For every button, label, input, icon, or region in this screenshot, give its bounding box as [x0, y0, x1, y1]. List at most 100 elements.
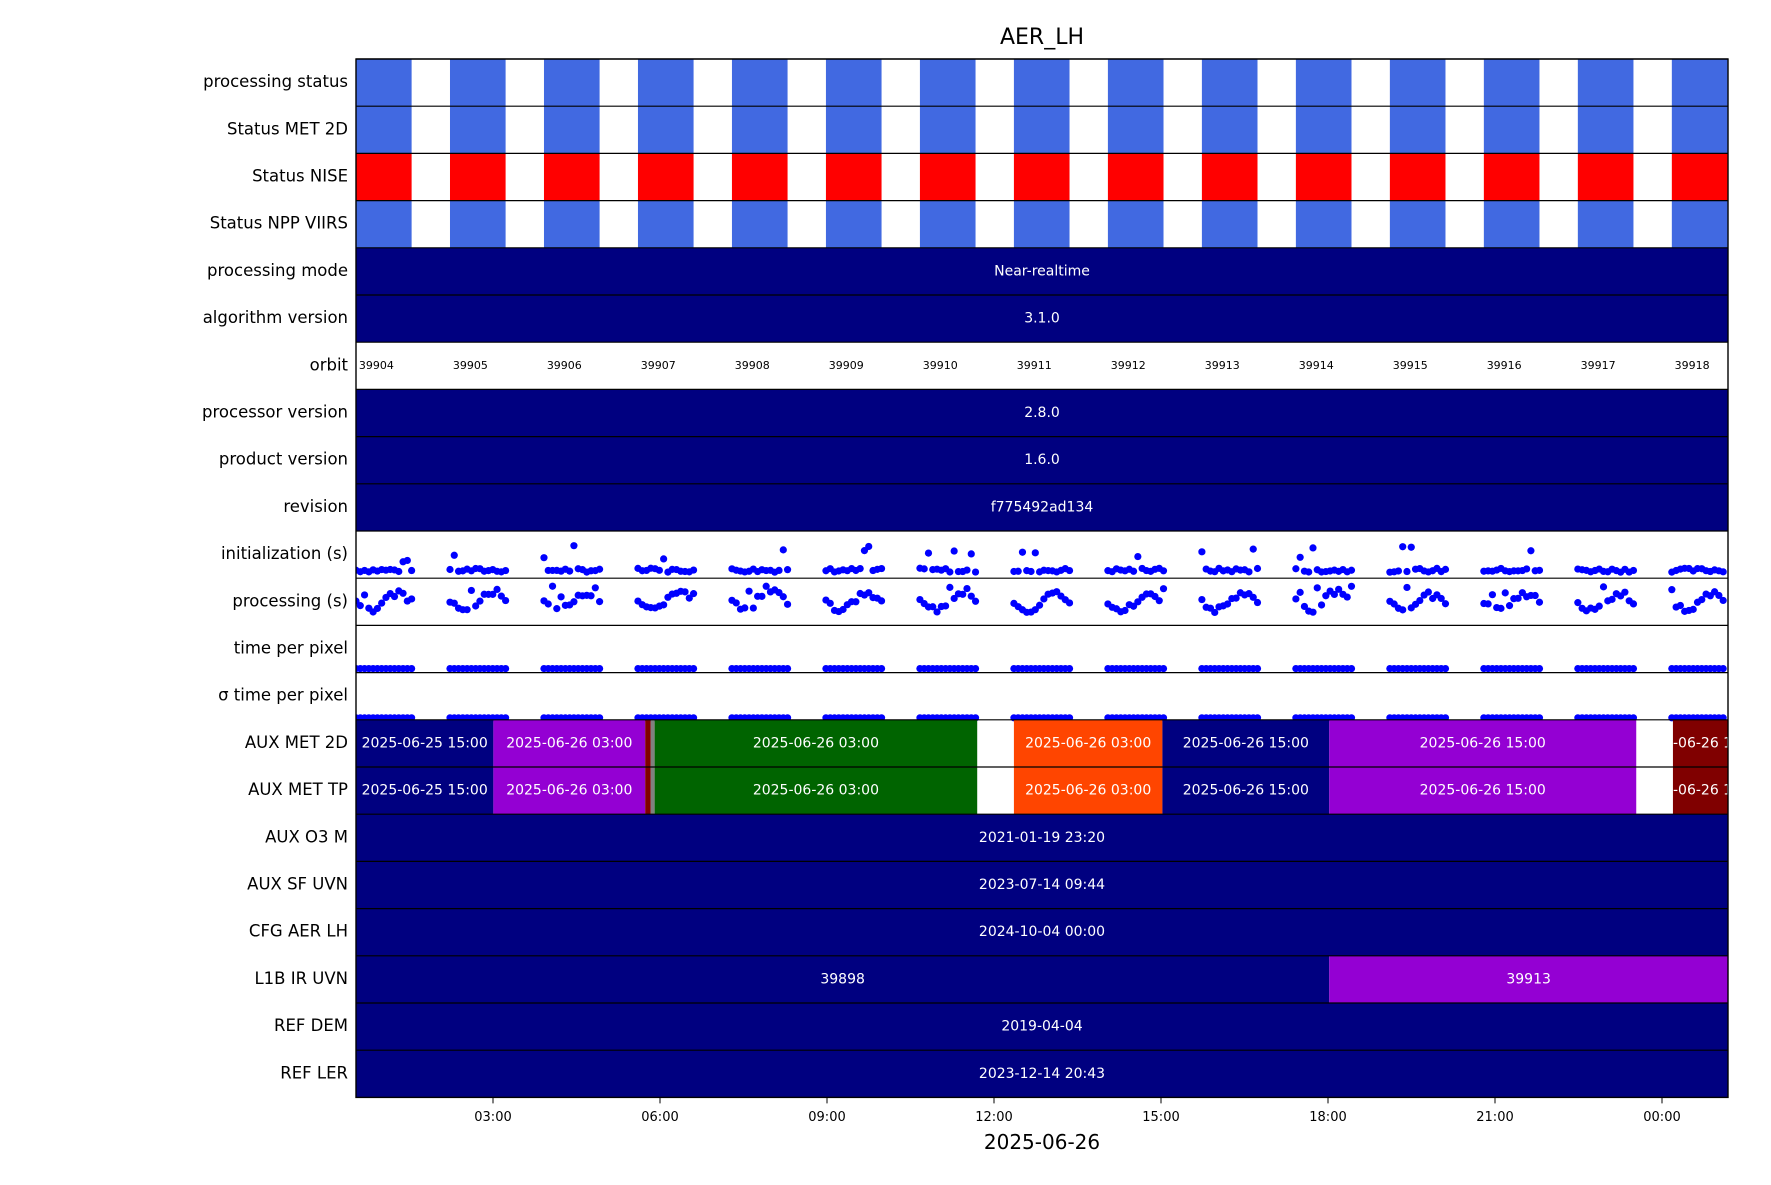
band-segment [650, 719, 655, 767]
data-point [1629, 600, 1638, 608]
data-point [1155, 597, 1163, 605]
band-label: 39913 [1506, 971, 1551, 987]
status-block [1577, 106, 1634, 154]
orbit-label: 39916 [1487, 359, 1522, 372]
status-block [825, 153, 882, 201]
band-label: Near-realtime [994, 263, 1090, 279]
data-point [1437, 594, 1445, 603]
data-point [779, 546, 787, 554]
data-point [685, 594, 693, 602]
data-point [1668, 586, 1676, 594]
data-point [1715, 591, 1723, 600]
x-tick-label: 12:00 [975, 1110, 1012, 1125]
data-point [1134, 598, 1142, 606]
data-point [1253, 665, 1262, 673]
data-point [946, 583, 954, 591]
band-label: 2025-06-25 15:00 [362, 783, 488, 799]
data-point [1249, 545, 1257, 553]
status-block [356, 59, 412, 107]
status-block [449, 59, 506, 107]
row-label: Status MET 2D [227, 119, 348, 138]
band-label: 2025-06-26 15:00 [1637, 783, 1763, 799]
data-point [1292, 565, 1300, 573]
status-block [356, 153, 412, 201]
orbit-label: 39911 [1017, 359, 1052, 372]
band-segment [1329, 767, 1637, 815]
data-point [1676, 601, 1684, 610]
band-label: 2023-12-14 20:43 [979, 1066, 1105, 1082]
status-block [1577, 200, 1634, 248]
data-point [1347, 566, 1356, 574]
data-point [950, 547, 958, 555]
row-label: processing mode [207, 261, 348, 280]
x-tick-label: 09:00 [808, 1110, 845, 1125]
status-block [1201, 200, 1258, 248]
status-block [637, 59, 694, 107]
status-block [449, 106, 506, 154]
data-point [1484, 600, 1492, 608]
data-point [1249, 593, 1257, 601]
status-block [919, 153, 976, 201]
data-point [963, 566, 971, 574]
data-point [591, 584, 599, 592]
band-segment [1162, 767, 1330, 815]
data-point [941, 602, 950, 610]
row-label: Status NISE [252, 167, 348, 186]
status-block [731, 200, 788, 248]
data-point [595, 665, 604, 673]
data-point [1629, 566, 1638, 575]
row-label: processing (s) [232, 591, 348, 610]
row-label: Status NPP VIIRS [210, 214, 348, 233]
data-point [390, 592, 399, 601]
orbit-label: 39909 [829, 359, 864, 372]
band-segment [650, 767, 655, 815]
band-label: 2025-06-26 15:00 [1420, 735, 1546, 751]
band-label: 3.1.0 [1024, 311, 1060, 327]
data-point [1527, 547, 1535, 555]
status-block [1389, 106, 1446, 154]
data-point [762, 582, 770, 590]
band-label: 2025-06-26 15:00 [1637, 735, 1763, 751]
data-point [865, 589, 873, 597]
data-point [1531, 591, 1539, 600]
status-block [1201, 153, 1258, 201]
row-label: AUX MET TP [248, 780, 348, 799]
data-point [1629, 665, 1638, 673]
row-label: orbit [310, 355, 349, 374]
data-point [924, 549, 933, 557]
data-point [1065, 566, 1074, 575]
data-point [1535, 566, 1544, 574]
data-point [489, 590, 497, 598]
band-segment [1672, 719, 1728, 767]
band-segment [1672, 767, 1728, 815]
data-point [408, 566, 416, 575]
band-segment [356, 814, 1728, 862]
band-label: 2021-01-19 23:20 [979, 830, 1105, 846]
data-point [1129, 567, 1138, 575]
row-label: REF LER [280, 1063, 348, 1082]
row-label: processor version [202, 403, 348, 422]
band-label: 2025-06-26 15:00 [1183, 783, 1309, 799]
data-point [959, 590, 967, 598]
data-point [373, 604, 381, 613]
status-block [1107, 59, 1164, 107]
data-point [1035, 601, 1044, 609]
orbit-label: 39904 [359, 359, 394, 372]
data-point [1441, 665, 1450, 673]
data-point [408, 665, 416, 673]
data-point [933, 608, 941, 616]
band-label: f775492ad134 [991, 499, 1094, 515]
status-block [1389, 153, 1446, 201]
data-point [548, 582, 557, 590]
data-point [741, 604, 749, 612]
data-point [655, 566, 663, 574]
x-tick-label: 03:00 [474, 1110, 511, 1125]
row-label: initialization (s) [221, 544, 348, 563]
data-point [783, 665, 792, 673]
band-segment [356, 247, 1728, 295]
status-block [1107, 153, 1164, 201]
status-block [1577, 153, 1634, 201]
row-label: σ time per pixel [218, 686, 348, 705]
row-label: AUX MET 2D [245, 733, 348, 752]
